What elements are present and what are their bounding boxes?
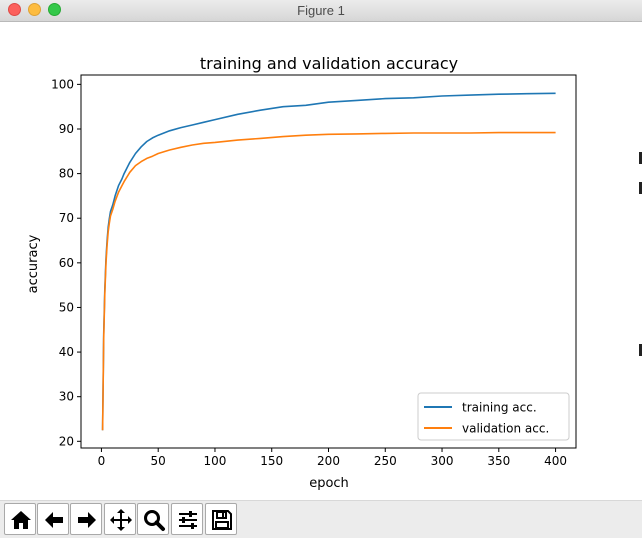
y-tick-label: 30 [59, 390, 74, 404]
close-window-button[interactable] [8, 3, 21, 16]
y-tick-label: 50 [59, 300, 74, 314]
back-arrow-icon [45, 512, 63, 528]
minimize-window-button[interactable] [28, 3, 41, 16]
pan-move-icon [110, 509, 132, 531]
legend-box [417, 392, 570, 441]
x-tick-label: 100 [204, 454, 227, 468]
y-tick-label: 40 [59, 345, 74, 359]
series-line-1 [101, 131, 556, 431]
y-tick-label: 80 [59, 167, 74, 181]
x-tick-label: 350 [487, 454, 510, 468]
x-axis-label: epoch [309, 476, 349, 491]
zoom-window-button[interactable] [48, 3, 61, 16]
y-tick-label: 20 [59, 434, 74, 448]
edge-mark [639, 344, 642, 356]
save-figure-button[interactable] [205, 503, 237, 535]
save-floppy-icon [212, 510, 232, 530]
back-button[interactable] [37, 503, 69, 535]
navigation-toolbar [0, 500, 642, 538]
y-tick-label: 90 [59, 122, 74, 136]
window-title: Figure 1 [297, 3, 345, 18]
home-icon [11, 511, 31, 529]
pan-button[interactable] [104, 503, 136, 535]
edge-mark [639, 182, 642, 194]
window-titlebar: Figure 1 [0, 0, 642, 22]
figure-canvas: 0 50 100 150 200 250 300 350 400 20 30 40 50 60 70 80 90… [0, 22, 642, 500]
forward-button[interactable] [70, 503, 102, 535]
forward-arrow-icon [78, 512, 96, 528]
accuracy-chart: 0 50 100 150 200 250 300 350 400 20 30 40 50 60 70 80 90… [26, 54, 577, 491]
chart-legend: training acc. validation acc. [417, 392, 570, 441]
x-tick-label: 150 [260, 454, 283, 468]
chart-title: training and validation accuracy [200, 54, 458, 73]
y-tick-label: 70 [59, 211, 74, 225]
x-tick-label: 300 [431, 454, 454, 468]
x-tick-label: 50 [151, 454, 166, 468]
x-tick-label: 400 [544, 454, 567, 468]
home-button[interactable] [4, 503, 36, 535]
legend-label-1: validation acc. [462, 422, 549, 436]
y-tick-label: 100 [51, 77, 74, 91]
zoom-magnifier-icon [144, 510, 165, 531]
x-tick-label: 250 [374, 454, 397, 468]
configure-subplots-button[interactable] [171, 503, 203, 535]
x-tick-label: 0 [98, 454, 106, 468]
subplots-sliders-icon [179, 511, 197, 529]
y-axis-label: accuracy [26, 234, 41, 293]
edge-mark [639, 152, 642, 164]
x-tick-label: 200 [317, 454, 340, 468]
y-tick-label: 60 [59, 256, 74, 270]
legend-label-0: training acc. [462, 401, 537, 415]
plot-area [80, 74, 577, 449]
zoom-button[interactable] [137, 503, 169, 535]
